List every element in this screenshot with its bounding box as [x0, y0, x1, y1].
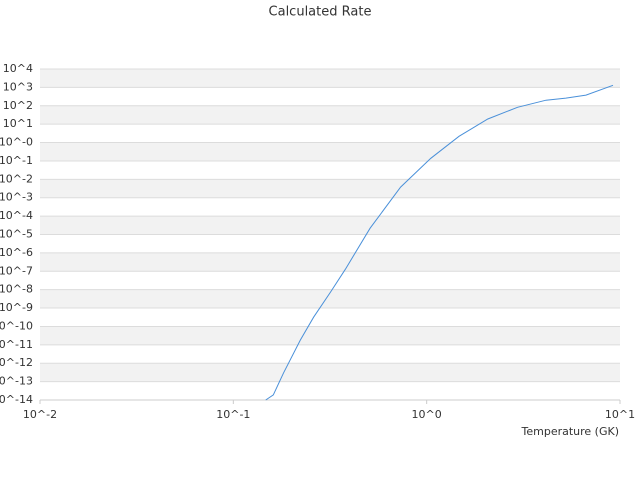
- x-tick-label: 10^-2: [23, 408, 57, 421]
- y-tick-label: 10^-3: [0, 191, 33, 204]
- y-tick-label: 10^-1: [0, 154, 33, 167]
- y-tick-label: 10^-9: [0, 301, 33, 314]
- y-tick-label: 10^-0: [0, 136, 33, 149]
- grid-band: [40, 179, 620, 198]
- x-tick-label: 10^1: [605, 408, 635, 421]
- grid-band: [40, 289, 620, 309]
- grid-band: [40, 252, 620, 272]
- y-tick-label: 10^-8: [0, 283, 33, 296]
- y-tick-label: 10^3: [3, 80, 33, 93]
- chart-title: Calculated Rate: [269, 5, 372, 20]
- y-tick-label: 10^4: [3, 62, 33, 75]
- grid-band: [40, 216, 620, 235]
- data-line: [265, 84, 614, 401]
- y-tick-label: 10^-11: [0, 338, 33, 351]
- x-tick-label: 10^0: [412, 408, 442, 421]
- y-tick-label: 10^1: [3, 117, 33, 130]
- grid-band: [40, 69, 620, 88]
- y-tick-label: 10^-7: [0, 264, 33, 277]
- grid-band: [40, 142, 620, 161]
- y-tick-label: 10^-6: [0, 246, 33, 259]
- x-axis-label: Temperature (GK): [521, 425, 620, 438]
- y-tick-label: 10^-10: [0, 319, 33, 332]
- y-tick-label: 10^-4: [0, 209, 33, 222]
- y-tick-label: 10^-12: [0, 356, 33, 369]
- x-tick-label: 10^-1: [216, 408, 250, 421]
- grid-band: [40, 363, 620, 382]
- y-tick-label: 10^-14: [0, 393, 33, 406]
- y-tick-label: 10^-13: [0, 375, 33, 388]
- y-tick-label: 10^2: [3, 99, 33, 112]
- y-tick-label: 10^-2: [0, 172, 33, 185]
- grid-band: [40, 326, 620, 345]
- grid-band: [40, 105, 620, 125]
- y-tick-label: 10^-5: [0, 228, 33, 241]
